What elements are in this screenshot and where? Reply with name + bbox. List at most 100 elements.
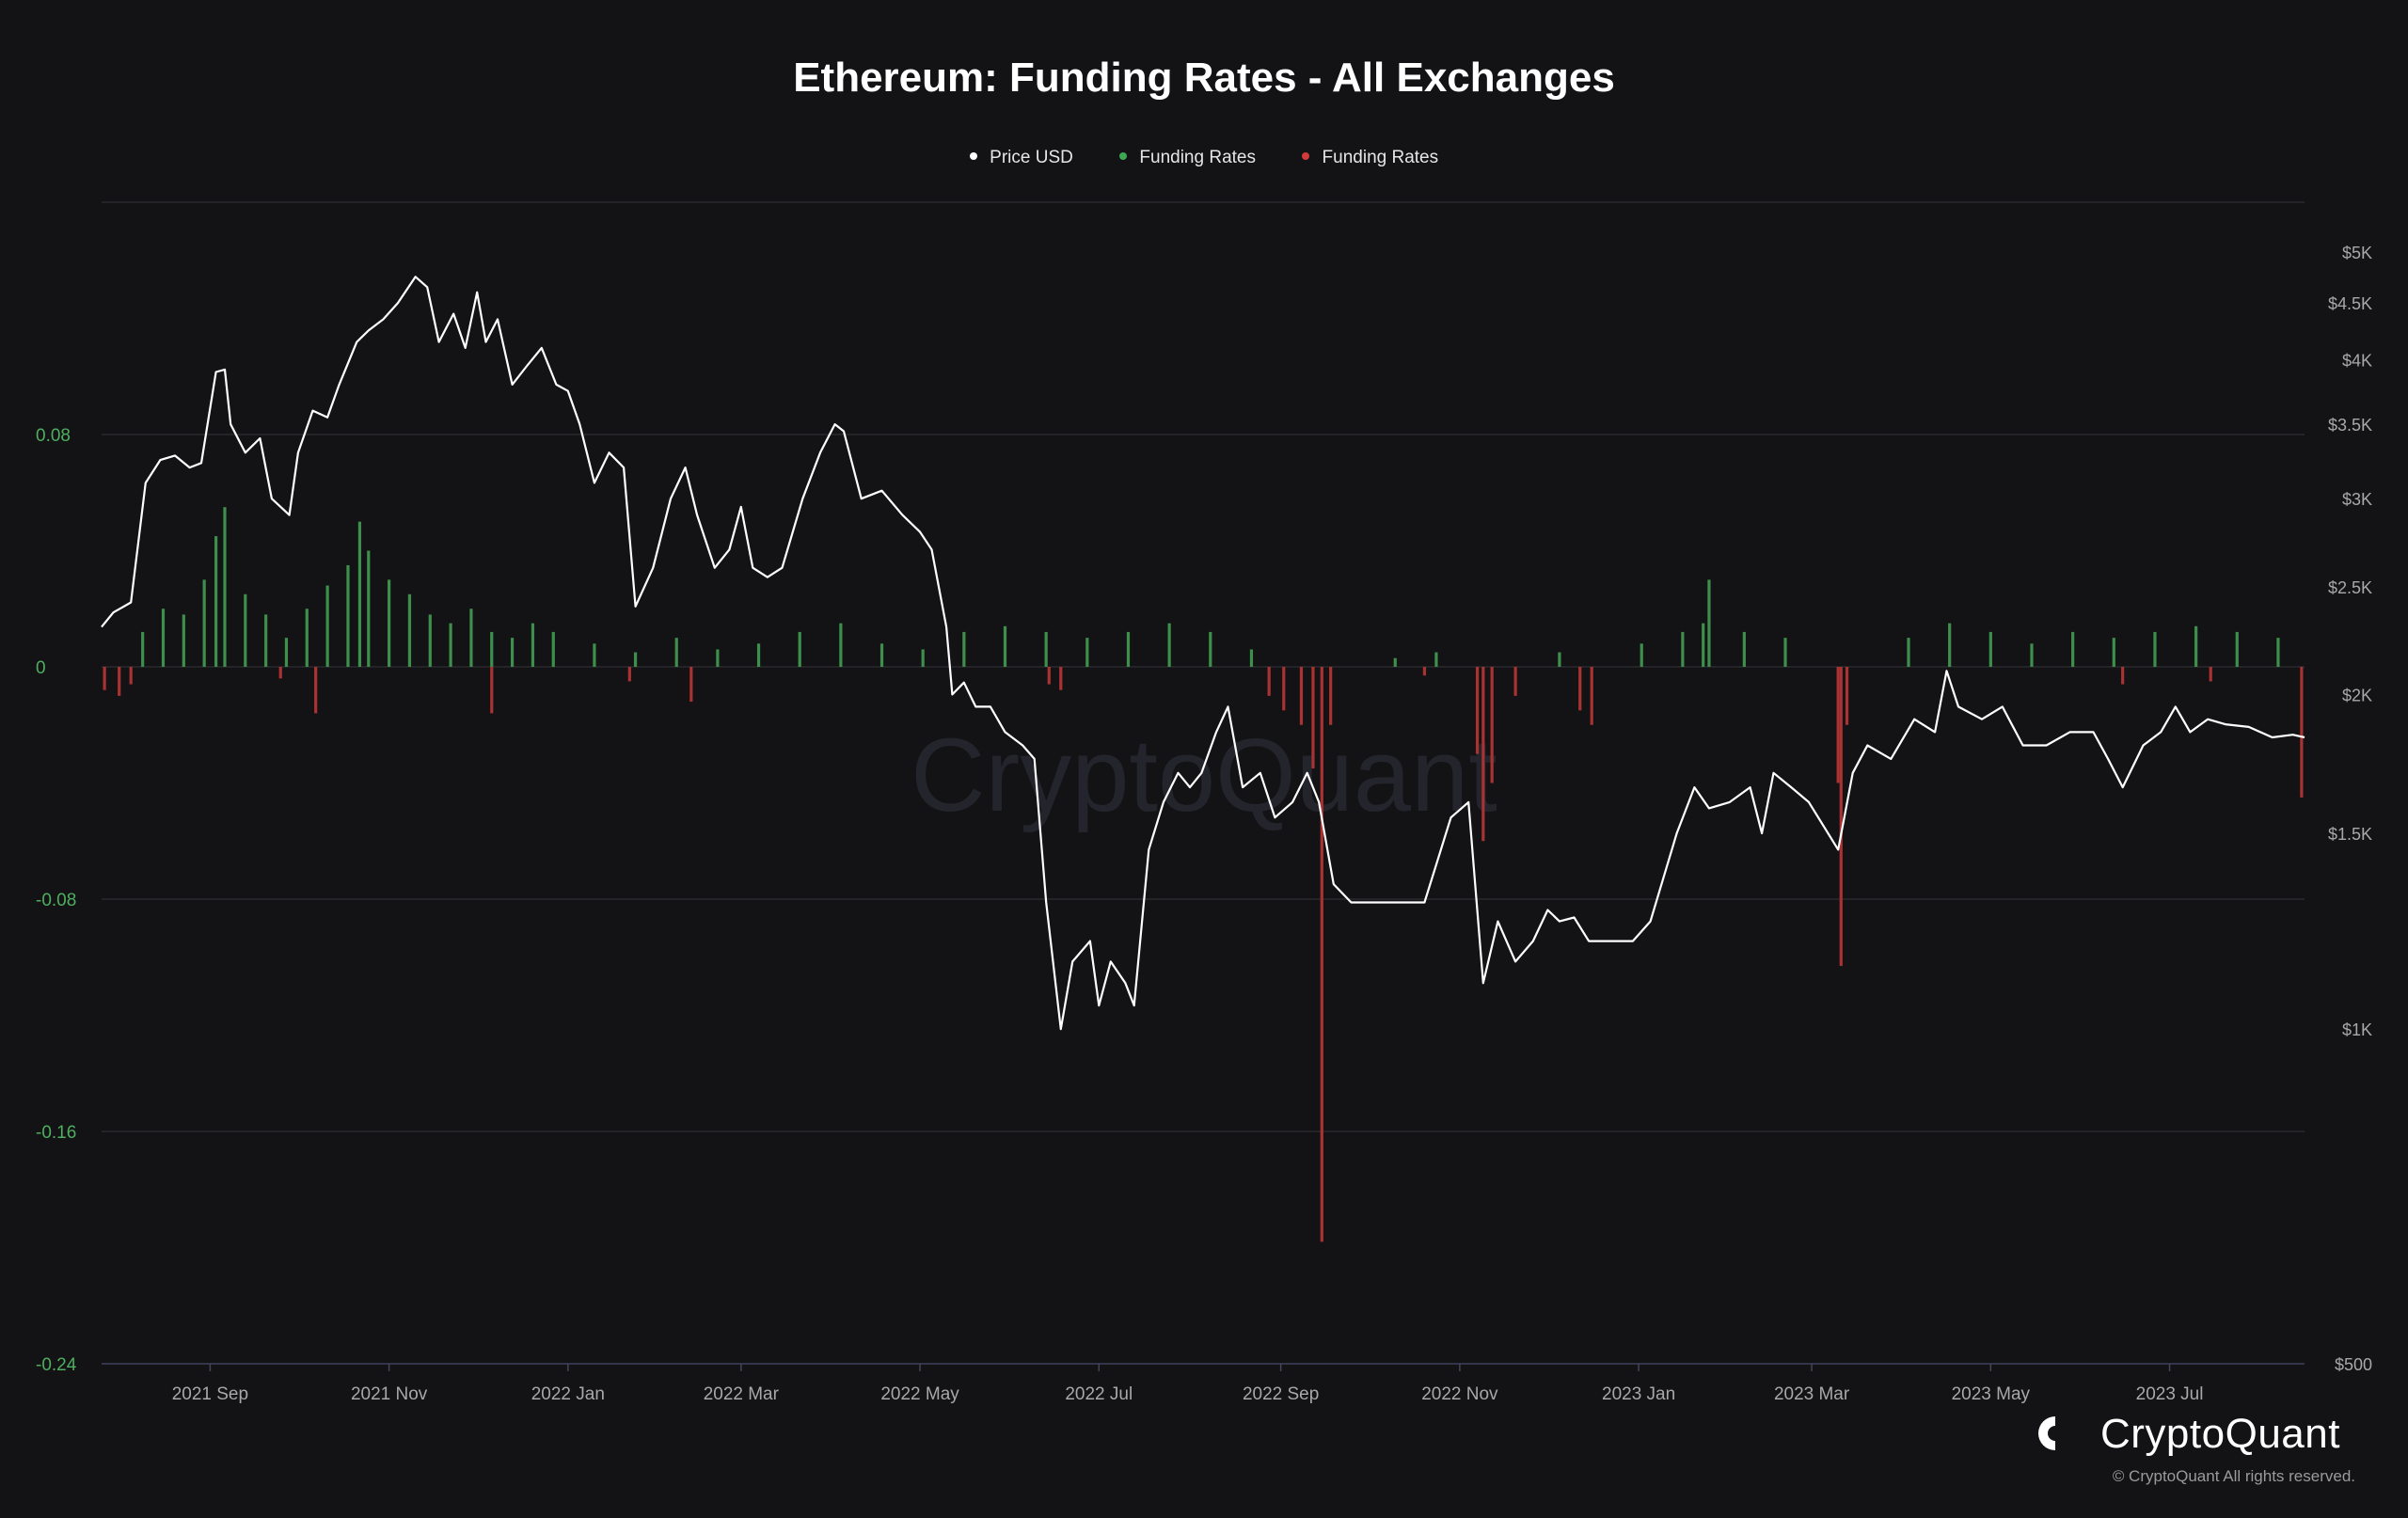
funding-rate-bar-negative <box>278 667 282 679</box>
left-axis-tick-label: 0 <box>36 658 46 678</box>
right-axis-tick-label: $2K <box>2342 686 2372 704</box>
funding-rate-bar-negative <box>1059 667 1063 690</box>
funding-rate-bar-positive <box>1209 631 1212 667</box>
funding-rate-bar-positive <box>1558 652 1561 667</box>
price-layer <box>101 276 2305 1031</box>
brand-name: CryptoQuant <box>2100 1411 2340 1457</box>
funding-rate-bar-positive <box>2071 631 2075 667</box>
funding-rate-bar-positive <box>1783 638 1787 667</box>
funding-rate-bar-positive <box>407 593 412 667</box>
funding-rate-bar-positive <box>510 638 515 667</box>
funding-rate-bar-positive <box>921 649 925 667</box>
funding-rate-bar-positive <box>839 623 843 667</box>
funding-rate-bar-negative <box>1329 667 1333 725</box>
x-axis-tick-label: 2021 Nov <box>351 1384 428 1404</box>
x-axis-tick-label: 2023 Jan <box>1602 1384 1675 1404</box>
right-axis-tick-label: $3K <box>2342 490 2372 509</box>
funding-rate-bar-positive <box>346 564 350 667</box>
funding-rate-bar-positive <box>531 623 535 667</box>
x-axis-tick-label: 2022 Jan <box>531 1384 605 1404</box>
funding-rate-bar-positive <box>1393 657 1397 667</box>
right-axis-tick-label: $1K <box>2342 1020 2372 1039</box>
funding-rate-bar-positive <box>1434 652 1438 667</box>
funding-rate-bar-positive <box>449 623 452 667</box>
chart-legend: Price USD Funding Rates Funding Rates <box>0 148 2408 168</box>
funding-rate-bar-positive <box>593 643 596 667</box>
right-axis-tick-label: $4.5K <box>2328 294 2372 313</box>
funding-rate-bar-positive <box>2153 631 2157 667</box>
funding-rate-bar-negative <box>1590 667 1593 725</box>
funding-rate-bar-negative <box>2121 667 2125 685</box>
bar-layer <box>103 507 2304 1242</box>
funding-rate-bar-positive <box>367 550 371 667</box>
legend-dot-price <box>969 151 977 160</box>
funding-rate-bar-positive <box>1742 631 1746 667</box>
x-axis-tick-label: 2022 May <box>880 1384 959 1404</box>
funding-rate-bar-positive <box>2276 638 2280 667</box>
funding-rate-bar-negative <box>1839 667 1843 967</box>
funding-rate-bar-negative <box>103 667 106 690</box>
funding-rate-bar-negative <box>1490 667 1494 783</box>
funding-rate-bar-positive <box>1044 631 1048 667</box>
x-axis-tick-label: 2023 Jul <box>2136 1384 2204 1404</box>
legend-dot-funding-negative <box>1302 151 1310 160</box>
funding-rate-bar-positive <box>879 643 884 667</box>
funding-rate-bar-positive <box>633 652 638 667</box>
funding-rate-bar-positive <box>716 649 720 667</box>
price-usd-line <box>101 276 2305 1031</box>
funding-rate-bar-positive <box>1085 638 1089 667</box>
funding-rate-bar-positive <box>1988 631 1992 667</box>
legend-item-funding-positive[interactable]: Funding Rates <box>1119 148 1256 168</box>
funding-rate-bar-negative <box>627 667 631 682</box>
funding-rate-bar-positive <box>1681 631 1685 667</box>
x-axis-tick-label: 2023 May <box>1952 1384 2031 1404</box>
funding-rate-bar-negative <box>689 667 693 703</box>
legend-item-funding-negative[interactable]: Funding Rates <box>1302 148 1438 168</box>
right-axis-tick-label: $3.5K <box>2328 416 2372 435</box>
x-axis-tick-label: 2022 Nov <box>1421 1384 1498 1404</box>
x-axis-tick-label: 2022 Jul <box>1065 1384 1133 1404</box>
funding-rate-bar-positive <box>214 536 218 667</box>
funding-rate-bar-positive <box>223 507 227 667</box>
funding-rate-bar-negative <box>2300 667 2304 798</box>
funding-rate-bar-positive <box>490 631 494 667</box>
funding-rate-bar-positive <box>1907 638 1910 667</box>
funding-rate-bar-positive <box>551 631 555 667</box>
funding-rate-bar-negative <box>1422 667 1427 676</box>
legend-label-funding-positive: Funding Rates <box>1139 148 1256 167</box>
funding-rate-bar-positive <box>1948 623 1952 667</box>
legend-label-funding-negative: Funding Rates <box>1322 148 1439 167</box>
funding-rate-bar-negative <box>118 667 121 696</box>
funding-rate-bar-positive <box>756 643 761 667</box>
funding-rate-bar-positive <box>388 579 391 667</box>
funding-rate-bar-positive <box>202 579 206 667</box>
right-axis-tick-label: $4K <box>2342 352 2372 371</box>
left-axis-tick-label: -0.24 <box>36 1355 77 1375</box>
funding-rate-bar-positive <box>1707 579 1711 667</box>
left-axis-tick-label: -0.16 <box>36 1123 76 1143</box>
funding-rate-bar-positive <box>1702 623 1705 667</box>
right-axis-tick-label: $500 <box>2335 1355 2372 1374</box>
right-axis-tick-label: $5K <box>2342 244 2372 262</box>
funding-rate-bar-negative <box>129 667 133 685</box>
funding-rate-bar-positive <box>1126 631 1131 667</box>
legend-label-price: Price USD <box>990 148 1073 167</box>
funding-rate-bar-negative <box>2209 667 2212 682</box>
funding-rate-bar-positive <box>428 614 432 667</box>
watermark-text: CryptoQuant <box>911 718 1497 833</box>
funding-rate-bar-positive <box>305 609 309 667</box>
funding-rate-bar-negative <box>1845 667 1849 725</box>
funding-rate-bar-positive <box>1640 643 1643 667</box>
funding-rate-bar-positive <box>161 609 166 667</box>
chart-title: Ethereum: Funding Rates - All Exchanges <box>793 55 1615 101</box>
x-axis-tick-label: 2022 Mar <box>704 1384 780 1404</box>
funding-rate-bar-positive <box>1003 625 1007 667</box>
legend-item-price[interactable]: Price USD <box>969 148 1073 168</box>
funding-rate-bar-negative <box>1311 667 1315 769</box>
funding-rate-bar-negative <box>1267 667 1271 696</box>
funding-rate-bar-positive <box>357 521 362 667</box>
funding-rate-bar-negative <box>1320 667 1323 1242</box>
funding-rate-bar-positive <box>2112 638 2115 667</box>
x-axis-tick-label: 2023 Mar <box>1774 1384 1850 1404</box>
copyright-text: © CryptoQuant All rights reserved. <box>2112 1467 2355 1485</box>
